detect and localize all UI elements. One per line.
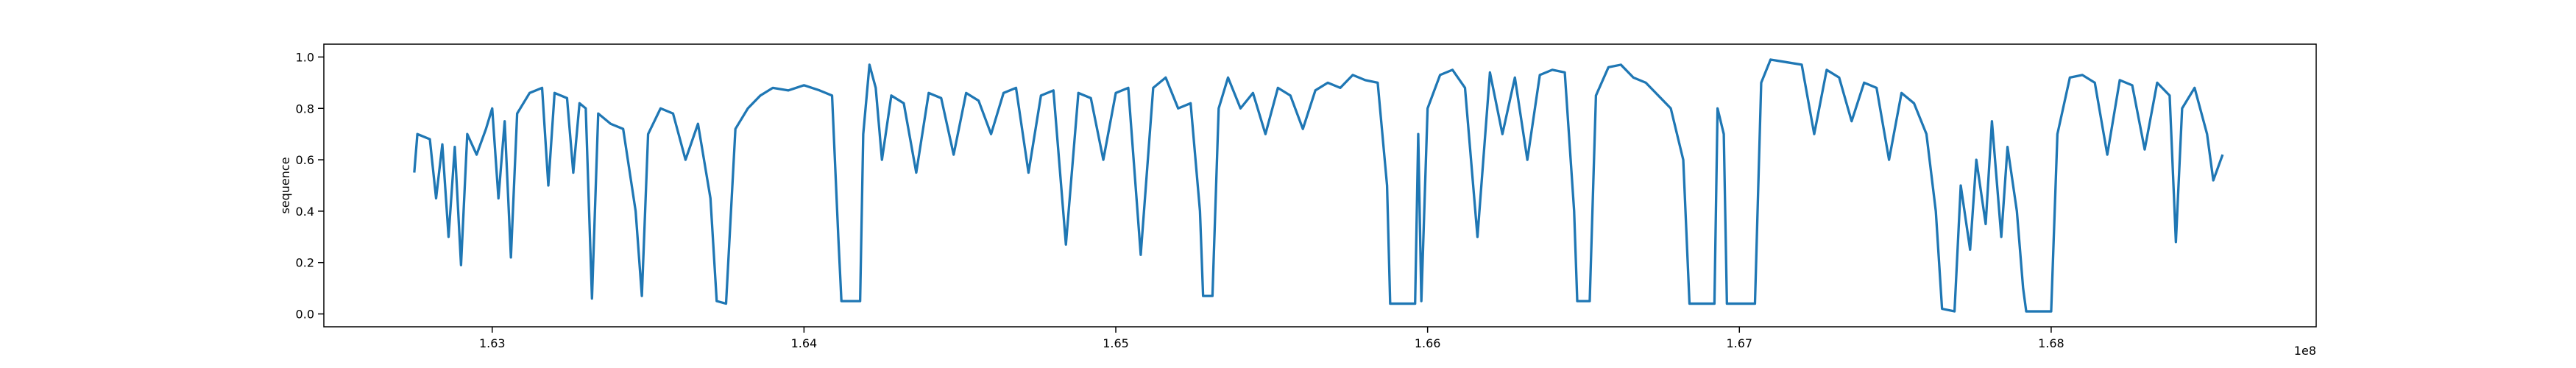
x-tick-label: 1.66 [1415,336,1441,350]
y-tick-label: 0.6 [296,153,314,167]
x-tick-label: 1.68 [2038,336,2064,350]
y-tick-label: 1.0 [296,50,314,64]
x-offset-label: 1e8 [2294,344,2316,358]
y-tick-label: 0.8 [296,102,314,116]
x-tick-label: 1.65 [1103,336,1129,350]
y-tick-label: 0.0 [296,308,314,322]
x-tick-label: 1.67 [1726,336,1752,350]
y-tick-label: 0.2 [296,256,314,270]
y-axis-label: sequence [278,157,292,213]
axes-frame [323,43,2317,328]
x-tick-label: 1.63 [479,336,506,350]
y-tick-label: 0.4 [296,205,314,219]
x-tick-label: 1.64 [791,336,818,350]
data-line [413,58,2224,313]
